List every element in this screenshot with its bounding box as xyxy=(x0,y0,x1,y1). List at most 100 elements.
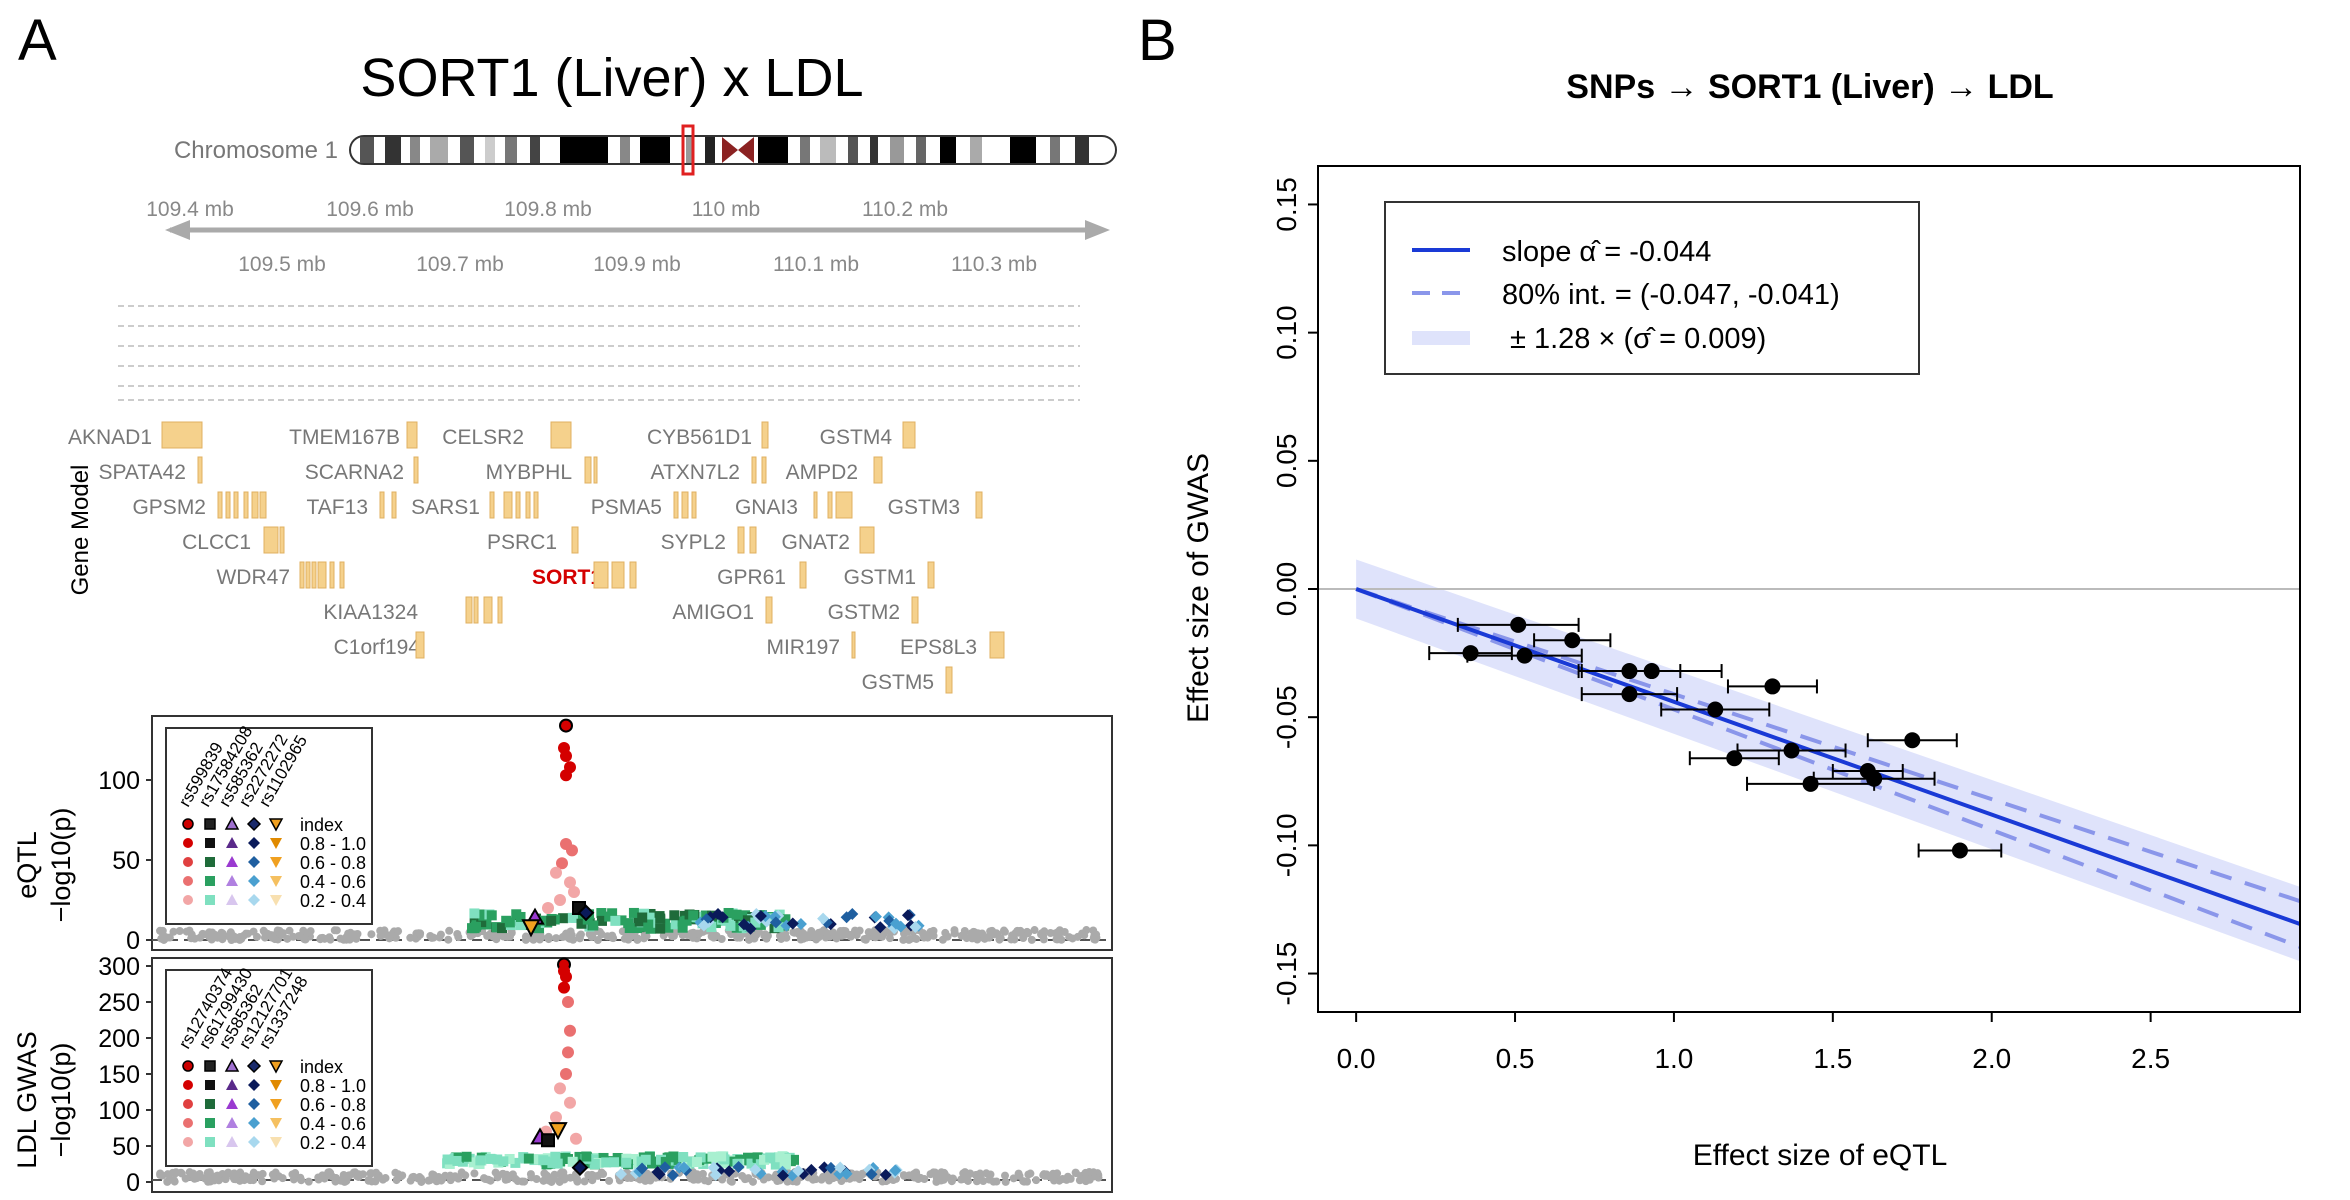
chart-title: SNPs → SORT1 (Liver) → LDL xyxy=(1566,68,2053,106)
data-point xyxy=(1643,663,1660,680)
snp-point-background xyxy=(500,932,509,941)
snp-point-ld xyxy=(716,911,729,924)
gene-label: AKNAD1 xyxy=(68,426,152,449)
gene-label: TAF13 xyxy=(307,496,368,519)
snp-point-background xyxy=(899,1171,908,1180)
snp-point-background xyxy=(999,926,1008,935)
snp-point-ld xyxy=(550,1151,561,1162)
snp-point-background xyxy=(296,1173,305,1182)
snp-point-background xyxy=(295,931,304,940)
snp-point-background xyxy=(483,931,492,940)
snp-point-background xyxy=(916,1173,925,1182)
snp-point-background xyxy=(503,1175,512,1184)
snp-point-ld xyxy=(786,917,799,930)
gene-label: MYBPHL xyxy=(486,461,572,484)
gene-exon xyxy=(515,491,521,519)
snp-point-background xyxy=(957,931,966,940)
snp-point-background xyxy=(391,933,400,942)
legend-swatch xyxy=(224,1058,240,1072)
snp-point-background xyxy=(304,1177,313,1186)
snp-point-background xyxy=(426,931,435,940)
snp-point-ld xyxy=(726,1156,737,1167)
gene-exon xyxy=(859,526,875,554)
snp-point-background xyxy=(345,935,354,944)
snp-point-ld xyxy=(731,909,742,920)
gene-exon xyxy=(217,491,223,519)
snp-index-marker xyxy=(521,919,541,938)
snp-point-ld xyxy=(752,1152,763,1163)
y-axis-tick-label: 50 xyxy=(112,847,140,875)
y-axis-tick-label: 0.10 xyxy=(1271,305,1302,360)
snp-point-background xyxy=(424,1176,433,1185)
gene-exon xyxy=(835,491,853,519)
snp-point-background xyxy=(541,1170,550,1179)
snp-point-background xyxy=(1075,1176,1084,1185)
snp-point-ld xyxy=(581,1151,592,1162)
snp-point-ld xyxy=(604,911,615,922)
snp-point-ld xyxy=(469,914,480,925)
legend-swatch xyxy=(270,857,282,868)
gene-exon xyxy=(503,491,513,519)
gene-exon xyxy=(317,561,327,589)
snp-point-ld xyxy=(552,1158,563,1169)
snp-point-background xyxy=(165,1175,174,1184)
y-axis-tick-label: 250 xyxy=(98,989,140,1017)
snp-point-background xyxy=(836,929,845,938)
snp-point-ld xyxy=(478,910,489,921)
x-axis-tick-label: 2.5 xyxy=(2131,1043,2170,1074)
snp-point-background xyxy=(718,1175,727,1184)
legend-swatch xyxy=(205,1099,215,1109)
snp-point-ld xyxy=(646,912,657,923)
gene-label: TMEM167B xyxy=(289,426,400,449)
snp-point-background xyxy=(829,928,838,937)
y-axis-tick-label: 0 xyxy=(126,927,140,955)
gene-exon xyxy=(311,561,317,589)
snp-point-ld xyxy=(596,908,607,919)
snp-point-background xyxy=(330,926,339,935)
snp-point-ld xyxy=(655,913,666,924)
gene-exon xyxy=(989,631,1005,659)
snp-point-ld xyxy=(874,921,887,934)
snp-point-background xyxy=(691,1171,700,1180)
snp-point-background xyxy=(1007,935,1016,944)
snp-point-background xyxy=(950,929,959,938)
snp-point-background xyxy=(258,1169,267,1178)
legend-swatch xyxy=(226,1136,238,1147)
snp-point-ld xyxy=(666,1169,679,1182)
snp-point-ld xyxy=(723,1165,736,1178)
legend-ld-range: 0.8 - 1.0 xyxy=(300,834,366,854)
snp-point-peak xyxy=(562,1046,574,1059)
legend-swatch xyxy=(183,1080,193,1090)
snp-point-background xyxy=(1001,1171,1010,1180)
snp-point-background xyxy=(904,935,913,944)
snp-point-ld xyxy=(637,912,648,923)
snp-point-background xyxy=(1043,1172,1052,1181)
snp-point-background xyxy=(252,932,261,941)
gene-label: KIAA1324 xyxy=(323,601,418,624)
data-point xyxy=(1564,632,1581,649)
legend-swatch xyxy=(205,857,215,867)
snp-point-background xyxy=(588,1172,597,1181)
snp-point-ld xyxy=(452,1155,463,1166)
axis-tick-label-top: 110 mb xyxy=(692,198,761,221)
data-point xyxy=(1621,686,1638,703)
legend-swatch xyxy=(248,1136,260,1148)
x-axis-tick-label: 0.0 xyxy=(1337,1043,1376,1074)
gene-label: AMIGO1 xyxy=(672,601,754,624)
snp-point-background xyxy=(1051,929,1060,938)
snp-point-background xyxy=(910,1170,919,1179)
snp-point-peak xyxy=(550,1111,562,1124)
snp-point-ld xyxy=(615,1168,628,1181)
snp-point-background xyxy=(938,935,947,944)
legend-swatch xyxy=(205,838,215,848)
legend-ld-range: 0.8 - 1.0 xyxy=(300,1076,366,1096)
snp-point-background xyxy=(1001,1177,1010,1186)
gene-exon xyxy=(611,561,625,589)
snp-point-background xyxy=(885,934,894,943)
snp-point-background xyxy=(221,1175,230,1184)
snp-point-background xyxy=(633,935,642,944)
data-point xyxy=(1783,742,1800,759)
snp-point-ld xyxy=(901,909,914,922)
gene-exon xyxy=(251,491,259,519)
snp-point-background xyxy=(230,932,239,941)
